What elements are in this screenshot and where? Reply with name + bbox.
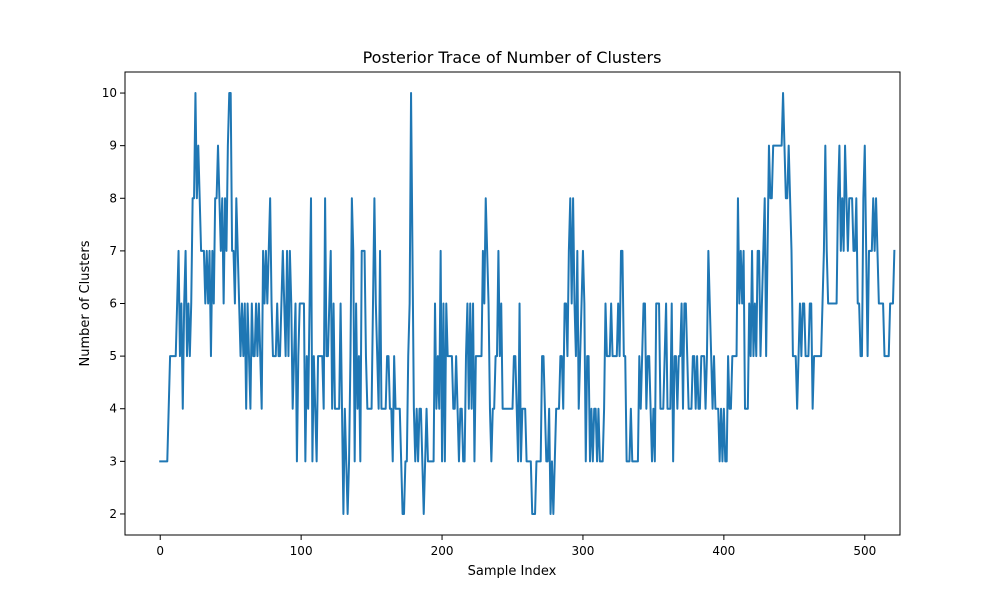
x-axis-label: Sample Index [468, 564, 557, 579]
y-tick-label: 10 [102, 86, 117, 100]
chart-title: Posterior Trace of Number of Clusters [363, 48, 662, 67]
y-tick-label: 8 [109, 191, 117, 205]
x-tick-label: 200 [431, 544, 454, 558]
x-tick-label: 400 [712, 544, 735, 558]
x-axis: 0 100 200 300 400 500 [156, 535, 876, 558]
x-tick-label: 500 [853, 544, 876, 558]
y-tick-label: 2 [109, 507, 117, 521]
y-tick-label: 9 [109, 139, 117, 153]
plot-area: 0 100 200 300 400 500 2 3 4 5 6 7 8 9 10 [102, 71, 901, 558]
x-tick-label: 300 [572, 544, 595, 558]
y-axis: 2 3 4 5 6 7 8 9 10 [102, 86, 125, 521]
y-tick-label: 4 [109, 402, 117, 416]
y-tick-label: 5 [109, 349, 117, 363]
x-tick-label: 0 [156, 544, 164, 558]
y-tick-label: 6 [109, 297, 117, 311]
y-tick-label: 3 [109, 454, 117, 468]
y-tick-label: 7 [109, 244, 117, 258]
series-line [159, 92, 896, 515]
y-axis-label: Number of Clusters [78, 240, 93, 366]
plot-frame [124, 71, 901, 536]
x-tick-label: 100 [290, 544, 313, 558]
